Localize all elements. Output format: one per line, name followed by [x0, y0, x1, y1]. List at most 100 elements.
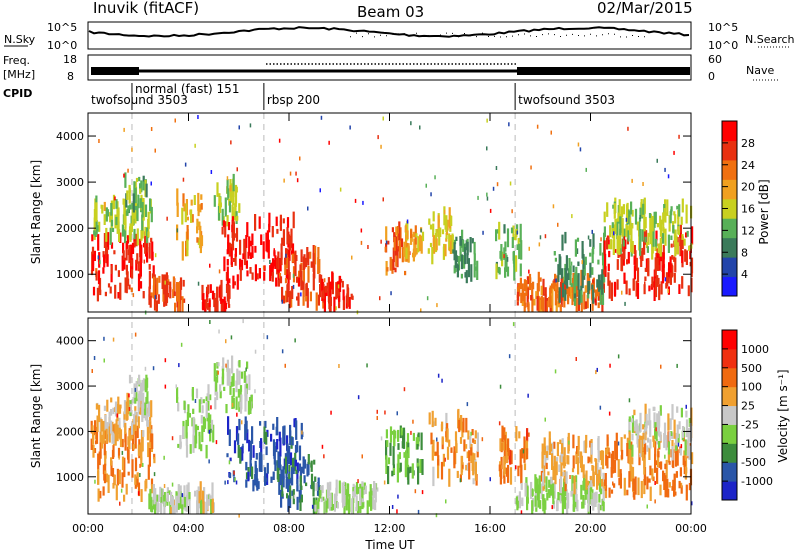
- data-cell: [196, 226, 199, 234]
- data-cell: [231, 224, 234, 233]
- data-cell: [654, 441, 657, 457]
- data-cell: [641, 247, 644, 261]
- data-cell: [496, 229, 500, 234]
- data-cell: [382, 197, 384, 202]
- data-cell: [452, 249, 455, 254]
- data-cell: [466, 252, 469, 264]
- power-colorbar-tick-label: 24: [741, 159, 755, 172]
- data-cell: [644, 427, 647, 432]
- data-cell: [399, 462, 402, 472]
- data-cell: [604, 479, 607, 486]
- data-cell: [623, 236, 626, 241]
- data-cell: [354, 485, 356, 490]
- data-cell: [198, 499, 201, 509]
- data-cell: [132, 434, 135, 451]
- data-cell: [613, 281, 617, 296]
- data-cell: [592, 277, 595, 293]
- data-cell: [654, 238, 658, 248]
- data-cell: [230, 189, 233, 201]
- data-cell: [220, 301, 223, 312]
- data-cell: [613, 483, 616, 488]
- y-tick-label: 2000: [56, 425, 84, 438]
- data-cell: [165, 293, 168, 304]
- data-cell: [687, 285, 690, 297]
- data-cell: [499, 250, 502, 259]
- data-cell: [116, 214, 119, 234]
- data-cell: [654, 453, 657, 473]
- data-cell: [254, 474, 257, 486]
- data-cell: [581, 501, 584, 509]
- data-cell: [508, 354, 511, 359]
- data-cell: [286, 217, 290, 228]
- data-cell: [437, 373, 440, 378]
- data-cell: [586, 294, 589, 309]
- data-cell: [664, 475, 667, 483]
- data-cell: [137, 273, 141, 292]
- data-cell: [249, 452, 252, 468]
- data-cell: [182, 426, 185, 439]
- power-colorbar-swatch: [722, 121, 737, 141]
- data-cell: [581, 269, 584, 289]
- data-cell: [520, 499, 523, 504]
- data-cell: [121, 450, 124, 455]
- data-cell: [453, 239, 457, 245]
- data-cell: [289, 171, 292, 176]
- data-cell: [118, 421, 121, 433]
- data-cell: [396, 248, 399, 268]
- data-cell: [622, 250, 625, 260]
- data-cell: [135, 381, 138, 393]
- data-cell: [631, 466, 635, 485]
- data-cell: [190, 199, 193, 206]
- data-cell: [513, 261, 516, 281]
- power-colorbar-tick-label: 4: [741, 268, 748, 281]
- data-cell: [385, 455, 388, 474]
- data-cell: [328, 299, 331, 310]
- data-cell: [140, 456, 143, 467]
- data-cell: [520, 510, 523, 515]
- data-cell: [555, 461, 558, 476]
- data-cell: [302, 456, 305, 474]
- data-cell: [246, 222, 249, 237]
- station-title: Inuvik (fitACF): [93, 0, 199, 17]
- data-cell: [330, 492, 333, 511]
- data-cell: [625, 204, 629, 223]
- data-cell: [445, 232, 448, 240]
- data-cell: [661, 252, 664, 272]
- data-cell: [276, 417, 279, 436]
- data-cell: [646, 246, 649, 253]
- data-cell: [530, 165, 532, 170]
- data-cell: [105, 227, 108, 242]
- data-cell: [283, 295, 286, 304]
- data-cell: [266, 462, 269, 474]
- data-cell: [282, 475, 285, 480]
- data-cell: [228, 242, 231, 257]
- data-cell: [185, 506, 188, 512]
- data-cell: [594, 458, 597, 462]
- data-cell: [652, 439, 656, 448]
- data-cell: [294, 250, 297, 263]
- data-cell: [620, 253, 623, 271]
- data-cell: [506, 266, 510, 277]
- data-cell: [150, 425, 153, 443]
- data-cell: [602, 472, 605, 492]
- data-cell: [195, 388, 199, 399]
- data-cell: [287, 249, 290, 258]
- data-cell: [503, 447, 506, 465]
- data-cell: [614, 249, 617, 253]
- data-cell: [136, 412, 139, 423]
- data-cell: [519, 263, 522, 277]
- data-cell: [387, 240, 390, 245]
- data-cell: [241, 445, 244, 454]
- data-cell: [538, 242, 541, 247]
- data-cell: [613, 459, 617, 473]
- data-cell: [343, 481, 345, 486]
- data-cell: [296, 178, 299, 183]
- data-cell: [648, 285, 651, 292]
- data-cell: [591, 248, 594, 264]
- data-cell: [668, 432, 671, 441]
- data-cell: [273, 248, 275, 253]
- data-cell: [97, 468, 100, 485]
- data-cell: [562, 472, 565, 476]
- data-cell: [589, 440, 592, 448]
- data-cell: [206, 494, 209, 510]
